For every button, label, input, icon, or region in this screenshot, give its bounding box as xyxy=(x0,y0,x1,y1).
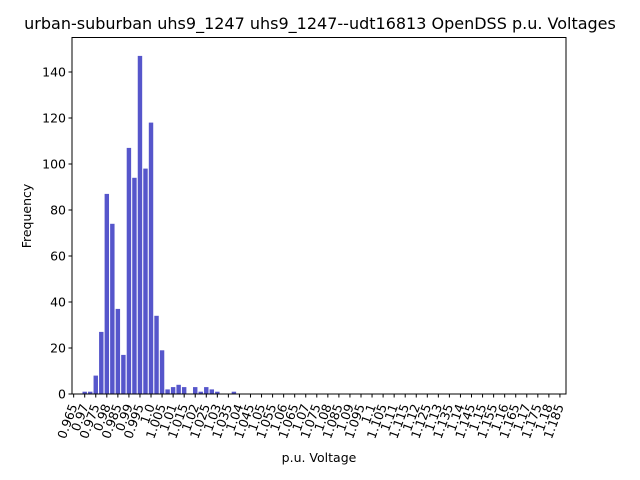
plot-frame xyxy=(71,37,567,395)
y-tick-label: 80 xyxy=(50,203,66,218)
chart-title: urban-suburban uhs9_1247 uhs9_1247--udt1… xyxy=(24,14,616,34)
y-tick-label: 120 xyxy=(42,111,66,126)
histogram-bar xyxy=(209,389,215,394)
x-axis-ticks: 0.9650.970.9750.980.9850.990.9951.01.005… xyxy=(54,394,567,441)
y-axis-label: Frequency xyxy=(19,183,34,248)
histogram-bar xyxy=(99,331,104,394)
histogram-bar xyxy=(137,55,143,395)
x-tick-label: 1.1 xyxy=(358,402,379,426)
histogram-bar xyxy=(176,384,181,394)
y-tick-label: 0 xyxy=(58,387,66,402)
y-axis-ticks: 0 20 40 60 80 100 120 140 xyxy=(42,65,72,402)
histogram-bar xyxy=(121,354,126,394)
histogram-bar xyxy=(154,315,159,394)
histogram-bar xyxy=(170,387,176,394)
histogram-bar xyxy=(93,375,98,394)
histogram-bar xyxy=(82,391,87,394)
y-tick-label: 20 xyxy=(50,341,66,356)
histogram-bar xyxy=(115,308,121,394)
bars-group xyxy=(82,55,237,395)
histogram-bar xyxy=(126,147,132,394)
histogram-bar xyxy=(159,350,165,394)
histogram-bar xyxy=(215,391,220,394)
histogram-bar xyxy=(132,177,137,394)
histogram-bar xyxy=(193,387,198,394)
y-tick-label: 40 xyxy=(50,295,66,310)
y-tick-label: 100 xyxy=(42,157,66,172)
y-tick-label: 60 xyxy=(50,249,66,264)
y-tick-label: 140 xyxy=(42,65,66,80)
histogram-bar xyxy=(104,193,110,394)
histogram-bar xyxy=(148,122,154,394)
histogram-bar xyxy=(88,391,93,394)
histogram-bar xyxy=(231,391,237,394)
histogram-bar xyxy=(110,223,115,394)
histogram-bar xyxy=(181,387,187,394)
histogram-bar xyxy=(204,387,209,394)
histogram-bar xyxy=(165,389,170,394)
histogram-bar xyxy=(198,391,203,394)
x-tick-label: 1.0 xyxy=(137,402,158,426)
x-axis-label: p.u. Voltage xyxy=(282,450,357,465)
histogram-bar xyxy=(143,168,148,394)
